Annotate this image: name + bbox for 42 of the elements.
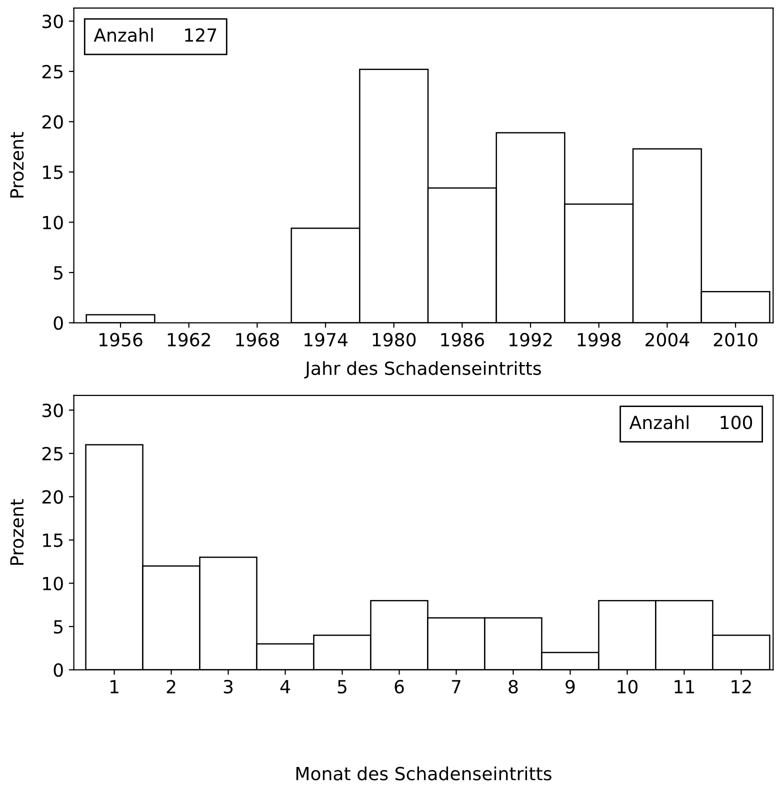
y-tick-label: 30	[42, 404, 63, 418]
x-axis-title: Jahr des Schadenseintritts	[304, 361, 541, 378]
x-tick-label: 9	[566, 680, 575, 694]
y-tick-label: 10	[43, 216, 63, 230]
x-tick-label: 1	[110, 680, 118, 694]
y-axis-title: Prozent	[10, 499, 24, 565]
y-tick-label: 20	[42, 115, 63, 129]
y-tick-label: 25	[42, 446, 63, 461]
x-tick-label: 1980	[372, 332, 416, 346]
x-tick-label: 1956	[100, 332, 142, 346]
x-tick-label: 11	[674, 680, 694, 694]
y-tick-label: 5	[54, 266, 63, 280]
x-tick-label: 7	[452, 680, 460, 694]
x-tick-label: 1974	[304, 332, 348, 346]
annotation: Anzahl 127	[94, 28, 216, 42]
y-tick-label: 25	[42, 64, 63, 79]
x-tick-label: 6	[394, 680, 404, 694]
x-tick-label: 1998	[578, 332, 621, 346]
y-tick-label: 15	[43, 166, 63, 180]
x-tick-label: 2	[166, 680, 176, 694]
x-tick-label: 10	[618, 680, 638, 694]
y-tick-label: 30	[42, 14, 63, 28]
x-tick-label: 3	[224, 680, 233, 694]
x-tick-label: 5	[338, 680, 346, 694]
x-tick-label: 2004	[646, 332, 690, 346]
x-tick-label: 1986	[441, 332, 484, 346]
y-tick-label: 5	[54, 620, 63, 634]
x-tick-label: 8	[508, 680, 518, 694]
x-tick-label: 4	[280, 680, 290, 694]
y-axis-title: Prozent	[10, 132, 24, 198]
x-tick-label: 2010	[714, 332, 758, 346]
annotation: Anzahl 100	[629, 415, 752, 430]
x-tick-label: 1992	[510, 332, 552, 346]
y-tick-label: 0	[54, 316, 63, 330]
y-tick-label: 20	[42, 490, 63, 504]
y-tick-label: 0	[54, 663, 63, 677]
y-tick-label: 15	[43, 534, 63, 548]
x-tick-label: 1962	[168, 332, 210, 346]
x-axis-title: Monat des Schadenseintritts	[296, 766, 552, 780]
x-tick-label: 1968	[236, 332, 279, 346]
x-tick-label: 12	[732, 680, 751, 694]
y-tick-label: 10	[43, 576, 63, 590]
